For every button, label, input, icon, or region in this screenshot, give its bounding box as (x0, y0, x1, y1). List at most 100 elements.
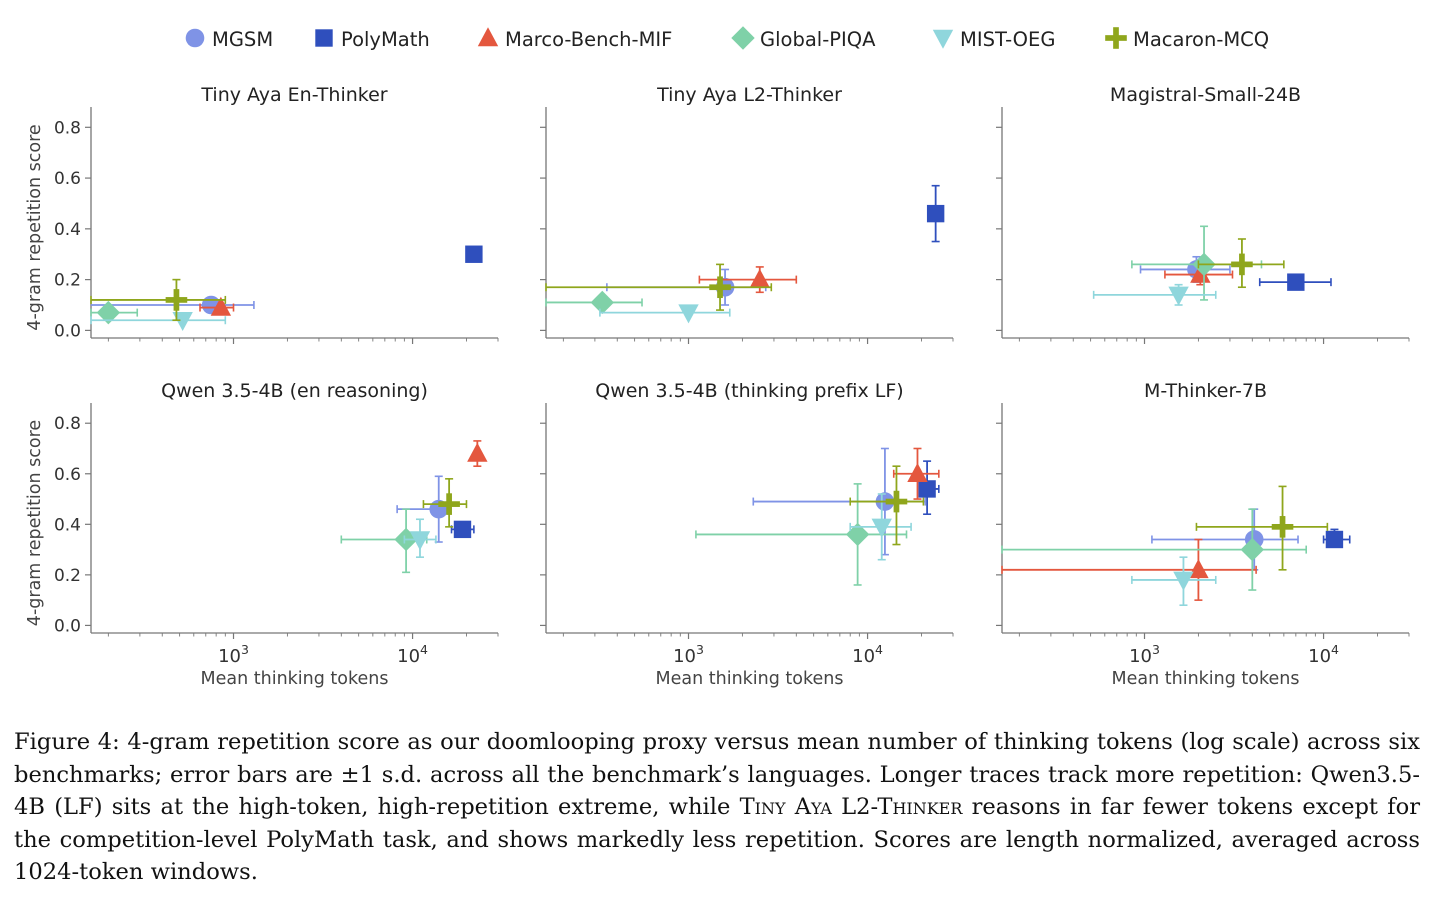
data-point-polymath (1325, 530, 1344, 549)
data-point-macaron-mcq-v (1239, 253, 1245, 276)
data-point-marco-bench-mif (749, 268, 770, 288)
legend-item-marco-bench-mif: Marco-Bench-MIF (477, 27, 672, 51)
data-point-macaron-mcq-v (893, 490, 900, 513)
data-point-marco-bench-mif (210, 296, 232, 316)
caption-model-name: Tiny Aya L2-Thinker (739, 794, 963, 821)
x-axis-label: Mean thinking tokens (1112, 669, 1300, 689)
x-axis-label: Mean thinking tokens (201, 669, 389, 689)
series-mist-oeg (599, 304, 731, 324)
series-polymath (918, 460, 940, 516)
panel-title: Qwen 3.5-4B (thinking prefix LF) (595, 380, 903, 402)
legend-marker-macaron-mcq (1105, 27, 1127, 49)
data-point-mist-oeg (871, 518, 892, 538)
data-point-macaron-mcq (1271, 516, 1294, 538)
y-tick-label: 0.6 (54, 169, 81, 189)
panel-title: M-Thinker-7B (1144, 380, 1267, 402)
data-point-macaron-mcq-v (446, 493, 452, 515)
panel-qwen-3-5-4b-thinking-prefix-lf: Qwen 3.5-4B (thinking prefix LF)103 104Me… (540, 380, 954, 689)
legend-item-polymath: PolyMath (315, 28, 430, 51)
data-point-macaron-mcq (1231, 253, 1253, 276)
panels: Tiny Aya En-Thinker 0.0 0.2 0.4 0.6 0.8 4-gram… (25, 84, 1410, 689)
series-macaron-mcq (1197, 238, 1285, 289)
legend-marker-marco-bench-mif (477, 27, 499, 47)
x-tick-label: 103 (673, 642, 704, 667)
y-axis-label: 4-gram repetition score (25, 420, 45, 626)
series-mist-oeg (1131, 556, 1217, 606)
data-point-global-piqa (1240, 537, 1265, 562)
y-tick-label: 0.0 (54, 616, 81, 636)
data-point-global-piqa (96, 300, 121, 325)
data-point-polymath (465, 245, 483, 263)
panel-title: Magistral-Small-24B (1110, 84, 1301, 106)
x-tick-base: 10 (1129, 646, 1152, 667)
legend-item-mist-oeg: MIST-OEG (932, 28, 1055, 51)
series-polymath (926, 184, 945, 243)
data-point-marco-bench-mif (1188, 559, 1209, 579)
series-marco-bench-mif (467, 440, 488, 467)
legend-marker-macaron-mcq-v (1113, 27, 1119, 49)
data-point-macaron-mcq-v (717, 276, 723, 299)
x-tick-base: 10 (218, 646, 241, 667)
legend-marker-mgsm (185, 28, 205, 48)
legend-label-mgsm: MGSM (212, 28, 273, 51)
data-point-macaron-mcq-v (173, 289, 180, 311)
x-tick-label: 104 (397, 642, 428, 667)
x-tick-label: 103 (1129, 642, 1160, 667)
panel-title: Tiny Aya En-Thinker (200, 84, 387, 106)
legend-item-mgsm: MGSM (185, 28, 273, 51)
x-tick-exponent: 3 (1152, 642, 1160, 657)
x-tick-base: 10 (397, 646, 420, 667)
data-point-marco-bench-mif (467, 442, 488, 462)
series-global-piqa (695, 483, 908, 586)
data-point-macaron-mcq (438, 493, 460, 515)
data-point-macaron-mcq (885, 490, 908, 513)
legend-label-macaron-mcq: Macaron-MCQ (1133, 28, 1269, 51)
data-point-macaron-mcq-v (1279, 516, 1286, 538)
figure-caption: Figure 4: 4-gram repetition score as our… (14, 726, 1420, 889)
y-axis-label: 4-gram repetition score (25, 124, 45, 330)
x-tick-base: 10 (1308, 646, 1331, 667)
y-tick-label: 0.0 (54, 321, 81, 341)
legend-marker-global-piqa (731, 26, 755, 50)
series-marco-bench-mif (1001, 538, 1257, 601)
series-polymath (465, 245, 483, 263)
series-mist-oeg (1092, 283, 1217, 306)
legend-label-marco-bench-mif: Marco-Bench-MIF (505, 28, 672, 51)
panel-magistral-small-24b: Magistral-Small-24B (996, 84, 1410, 344)
data-point-polymath (918, 480, 936, 498)
data-point-global-piqa (845, 522, 870, 547)
x-tick-label: 104 (1308, 642, 1339, 667)
legend: MGSM PolyMath Marco-Bench-MIF Global-PIQA MI… (185, 26, 1269, 51)
series-global-piqa (545, 290, 643, 315)
x-tick-label: 103 (218, 642, 249, 667)
panel-tiny-aya-en-thinker: Tiny Aya En-Thinker 0.0 0.2 0.4 0.6 0.8 4-gram… (25, 84, 499, 344)
y-tick-label: 0.8 (54, 414, 81, 434)
data-point-marco-bench-mif (907, 462, 928, 483)
y-tick-label: 0.8 (54, 118, 81, 138)
x-tick-base: 10 (673, 646, 696, 667)
series-marco-bench-mif (698, 266, 798, 294)
series-macaron-mcq (849, 465, 925, 546)
series-macaron-mcq (1195, 485, 1329, 571)
legend-item-global-piqa: Global-PIQA (731, 26, 876, 51)
data-point-polymath (1287, 273, 1305, 291)
y-tick-label: 0.6 (54, 465, 81, 485)
series-mist-oeg (90, 311, 227, 332)
series-mist-oeg (849, 493, 912, 561)
y-tick-label: 0.4 (54, 515, 81, 535)
series-mgsm (1151, 508, 1299, 571)
x-tick-exponent: 4 (420, 642, 428, 657)
series-macaron-mcq (545, 263, 773, 311)
panel-qwen-3-5-4b-en-reasoning: Qwen 3.5-4B (en reasoning) 0.0 0.2 0.4 0.6 0.… (25, 380, 499, 689)
panel-title: Qwen 3.5-4B (en reasoning) (161, 380, 428, 402)
panel-tiny-aya-l2-thinker: Tiny Aya L2-Thinker (540, 84, 954, 344)
series-mist-oeg (403, 518, 437, 558)
series-macaron-mcq (90, 278, 227, 322)
panel-title: Tiny Aya L2-Thinker (656, 84, 842, 106)
legend-item-macaron-mcq: Macaron-MCQ (1105, 27, 1269, 51)
series-mgsm (1139, 255, 1231, 283)
data-point-polymath (926, 204, 945, 223)
x-tick-exponent: 3 (696, 642, 704, 657)
series-global-piqa (1001, 508, 1308, 591)
